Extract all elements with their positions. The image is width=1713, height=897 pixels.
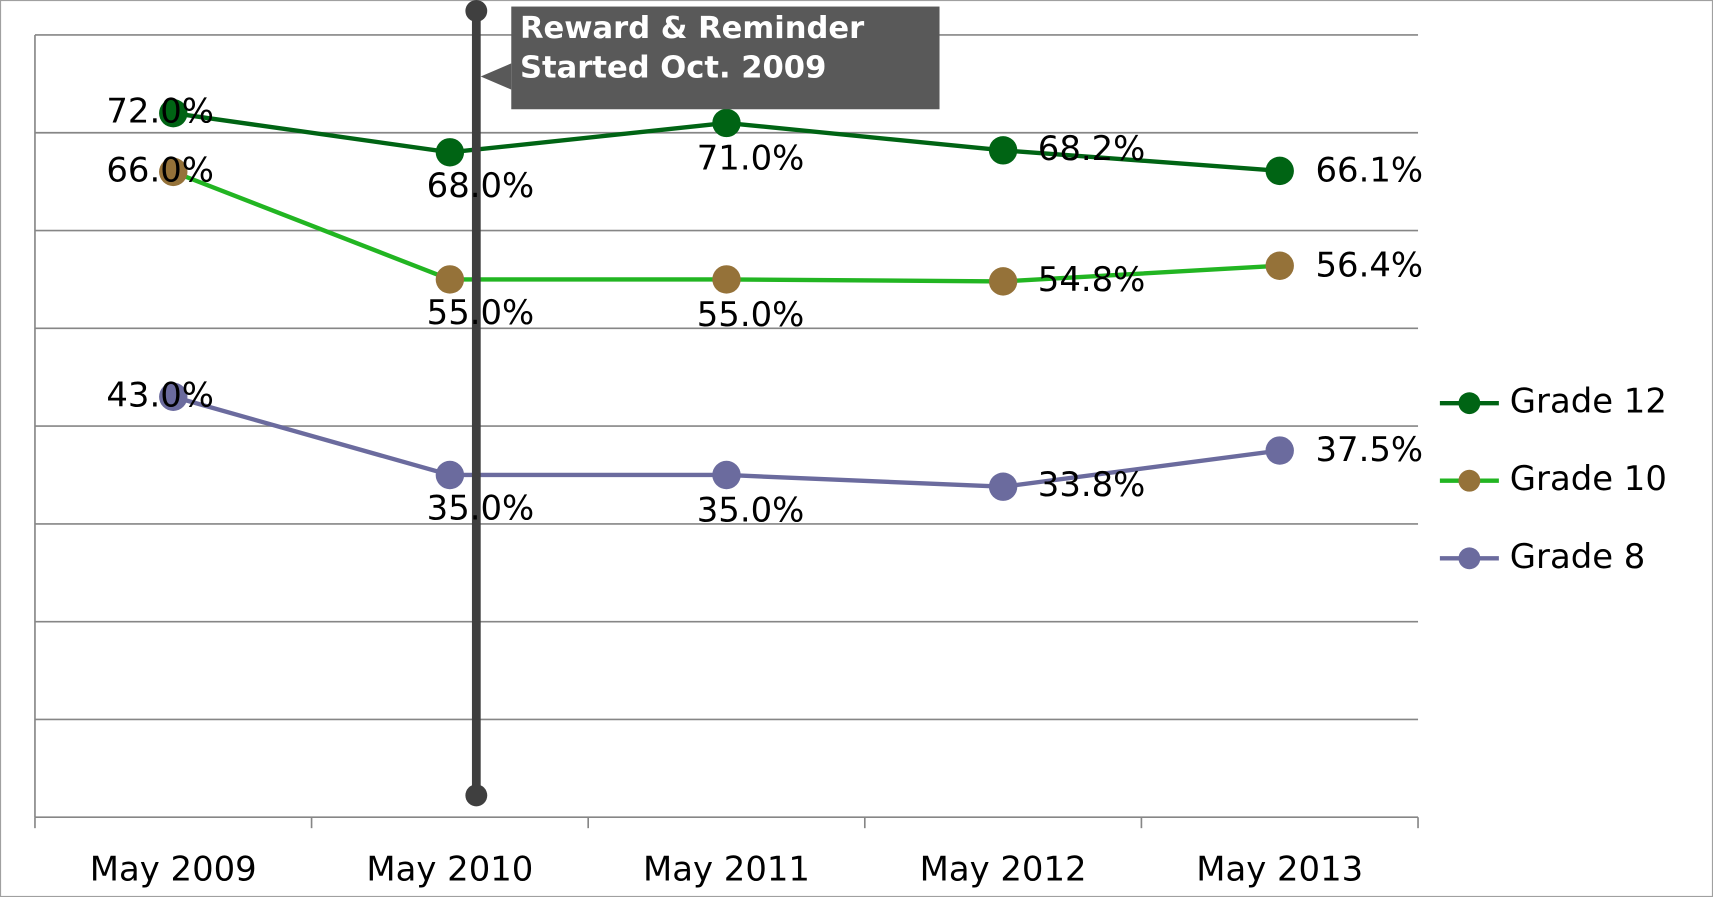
legend-marker [1458,547,1481,570]
data-label: 66.1% [1316,150,1424,189]
data-label: 66.0% [106,150,214,189]
data-label: 55.0% [427,293,535,332]
legend-label: Grade 10 [1510,459,1667,498]
marker [988,472,1018,501]
data-label: 72.0% [106,92,214,131]
data-label: 35.0% [697,491,805,530]
data-label: 55.0% [697,295,805,334]
legend-label: Grade 12 [1510,382,1667,421]
data-label: 54.8% [1038,260,1146,299]
data-label: 33.8% [1038,465,1146,504]
data-label: 56.4% [1316,245,1424,284]
annotation-box [511,6,940,110]
marker [435,460,465,490]
data-label: 35.0% [427,488,535,527]
marker [159,157,188,187]
marker [159,98,188,128]
data-label: 71.0% [697,139,805,178]
plot [159,98,1294,501]
marker [435,138,465,167]
annotation-end [465,784,488,807]
x-tick-label: May 2010 [366,849,533,888]
x-tick-label: May 2009 [90,849,257,888]
x-tick-label: May 2013 [1196,849,1363,888]
legend: Grade 12 Grade 10 Grade 8 [1439,382,1667,576]
marker [712,108,741,138]
marker [1265,156,1294,186]
marker [435,265,465,294]
legend-marker [1458,469,1481,492]
annotation-text: Reward & Reminder [520,11,864,46]
marker [988,136,1018,165]
annotation-text: Started Oct. 2009 [520,50,826,85]
marker [1265,436,1294,465]
marker [159,382,188,411]
annotation-pointer [480,63,512,90]
data-label: 68.2% [1038,129,1146,168]
marker [1265,251,1294,280]
legend-marker [1458,392,1481,415]
annotation-end [465,0,488,22]
legend-label: Grade 8 [1510,537,1646,576]
annotation: Reward & Reminder Started Oct. 2009 [465,0,940,807]
labels: May 2009 May 2010 May 2011 May 2012 May 2013… [90,92,1423,889]
data-label: 37.5% [1316,430,1424,469]
x-tick-label: May 2012 [920,849,1087,888]
marker [712,265,741,294]
marker [712,460,741,490]
data-label: 68.0% [427,166,535,205]
x-tick-label: May 2011 [643,849,810,888]
marker [988,267,1018,296]
data-label: 43.0% [106,375,214,414]
